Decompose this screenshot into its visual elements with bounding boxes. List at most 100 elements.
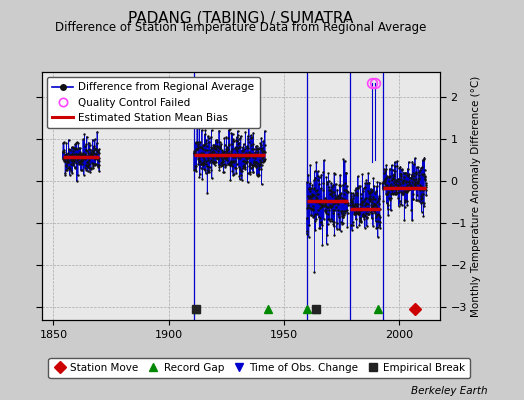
Point bbox=[203, 190, 212, 196]
Point bbox=[67, 156, 75, 163]
Point bbox=[240, 161, 248, 168]
Point bbox=[76, 153, 84, 159]
Point bbox=[59, 156, 68, 162]
Point bbox=[397, 173, 406, 179]
Point bbox=[405, 179, 413, 185]
Point bbox=[362, 206, 370, 213]
Point bbox=[367, 202, 376, 208]
Point bbox=[60, 149, 69, 155]
Point bbox=[320, 199, 329, 205]
Point bbox=[318, 203, 326, 209]
Point bbox=[399, 191, 408, 198]
Point bbox=[353, 190, 362, 196]
Point bbox=[326, 204, 334, 211]
Point bbox=[59, 148, 67, 154]
Point bbox=[386, 173, 395, 179]
Point bbox=[94, 149, 103, 156]
Point bbox=[346, 199, 355, 206]
Point bbox=[417, 196, 425, 202]
Point bbox=[202, 147, 211, 153]
Point bbox=[66, 152, 74, 158]
Point bbox=[329, 201, 337, 208]
Point bbox=[409, 161, 418, 167]
Point bbox=[250, 158, 258, 164]
Point bbox=[399, 169, 408, 176]
Point bbox=[209, 148, 217, 154]
Point bbox=[347, 193, 356, 199]
Point bbox=[368, 187, 377, 193]
Point bbox=[375, 221, 383, 228]
Point bbox=[92, 154, 100, 161]
Point bbox=[354, 183, 363, 189]
Point bbox=[311, 218, 319, 224]
Point bbox=[84, 164, 92, 170]
Point bbox=[314, 214, 323, 220]
Point bbox=[197, 144, 205, 150]
Point bbox=[379, 184, 388, 190]
Point bbox=[217, 162, 226, 168]
Point bbox=[401, 187, 409, 194]
Point bbox=[76, 160, 84, 167]
Point bbox=[314, 173, 322, 179]
Point bbox=[200, 142, 208, 148]
Point bbox=[252, 163, 260, 169]
Point bbox=[361, 183, 369, 190]
Point bbox=[203, 163, 211, 169]
Point bbox=[202, 137, 210, 144]
Point bbox=[363, 204, 372, 211]
Point bbox=[231, 157, 239, 164]
Point bbox=[355, 216, 364, 223]
Point bbox=[375, 201, 383, 207]
Point bbox=[221, 164, 230, 170]
Point bbox=[74, 158, 83, 165]
Point bbox=[376, 179, 384, 186]
Point bbox=[73, 156, 82, 163]
Point bbox=[354, 209, 362, 216]
Point bbox=[224, 141, 233, 147]
Point bbox=[389, 182, 397, 189]
Point bbox=[196, 139, 204, 146]
Point bbox=[388, 167, 397, 173]
Point bbox=[373, 212, 381, 218]
Point bbox=[364, 201, 372, 208]
Point bbox=[363, 215, 371, 221]
Point bbox=[190, 150, 199, 156]
Point bbox=[320, 157, 328, 164]
Point bbox=[210, 145, 219, 151]
Point bbox=[329, 182, 337, 188]
Point bbox=[222, 153, 231, 160]
Point bbox=[330, 170, 339, 177]
Point bbox=[352, 216, 360, 222]
Point bbox=[237, 133, 245, 139]
Point bbox=[333, 196, 342, 202]
Point bbox=[339, 156, 347, 163]
Point bbox=[384, 188, 392, 195]
Point bbox=[220, 154, 228, 161]
Point bbox=[245, 154, 254, 160]
Point bbox=[362, 177, 370, 184]
Point bbox=[397, 184, 405, 190]
Point bbox=[254, 152, 263, 158]
Point bbox=[364, 204, 372, 211]
Point bbox=[420, 167, 429, 173]
Point bbox=[310, 192, 319, 198]
Point bbox=[204, 157, 213, 164]
Point bbox=[79, 136, 88, 143]
Point bbox=[79, 151, 88, 158]
Point bbox=[332, 196, 340, 202]
Point bbox=[214, 154, 223, 160]
Point bbox=[406, 182, 414, 189]
Point bbox=[238, 153, 246, 160]
Point bbox=[392, 190, 401, 196]
Point bbox=[408, 158, 417, 165]
Point bbox=[193, 145, 202, 152]
Point bbox=[213, 142, 221, 149]
Point bbox=[63, 159, 71, 165]
Point bbox=[413, 178, 422, 184]
Point bbox=[204, 133, 212, 139]
Point bbox=[209, 154, 217, 161]
Point bbox=[243, 159, 252, 165]
Point bbox=[218, 162, 226, 168]
Point bbox=[335, 182, 344, 188]
Point bbox=[194, 155, 203, 161]
